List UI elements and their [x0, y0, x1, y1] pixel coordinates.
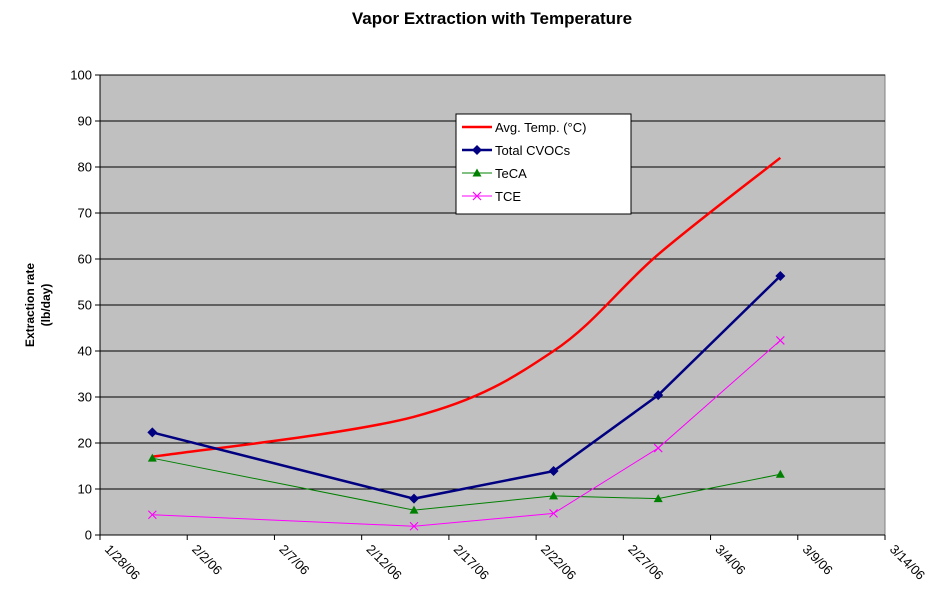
y-tick-label: 60 — [78, 252, 92, 267]
y-tick-label: 10 — [78, 482, 92, 497]
y-tick-label: 100 — [70, 68, 92, 83]
y-tick-label: 50 — [78, 298, 92, 313]
marker — [775, 271, 786, 282]
legend-label: TCE — [495, 189, 521, 204]
legend-label: Avg. Temp. (°C) — [495, 120, 586, 135]
marker — [775, 469, 785, 478]
marker — [653, 443, 663, 453]
marker — [549, 491, 559, 500]
y-tick-label: 90 — [78, 114, 92, 129]
marker — [548, 466, 559, 477]
y-axis-label: (lb/day) — [39, 284, 53, 327]
x-tick-label: 2/17/06 — [451, 542, 492, 583]
series-line — [152, 156, 782, 459]
x-tick-label: 3/9/06 — [800, 542, 836, 578]
marker — [147, 427, 158, 438]
x-tick-label: 3/4/06 — [712, 542, 748, 578]
legend: Avg. Temp. (°C) Total CVOCs TeCA TCE — [455, 113, 632, 215]
y-tick-label: 30 — [78, 390, 92, 405]
x-tick-label: 2/22/06 — [538, 542, 579, 583]
marker — [472, 168, 482, 177]
y-tick-label: 20 — [78, 436, 92, 451]
marker — [472, 191, 482, 201]
marker — [653, 390, 664, 401]
marker — [147, 510, 157, 520]
legend-box — [455, 113, 632, 215]
y-tick-label: 70 — [78, 206, 92, 221]
marker — [409, 493, 419, 504]
y-tick-label: 80 — [78, 160, 92, 175]
marker — [549, 508, 558, 518]
marker — [409, 521, 419, 531]
chart-title: Vapor Extraction with Temperature — [352, 9, 632, 28]
marker — [653, 494, 663, 503]
legend-label: Total CVOCs — [495, 143, 571, 158]
y-axis-label: Extraction rate — [23, 263, 37, 347]
marker — [472, 145, 482, 155]
x-tick-label: 2/12/06 — [364, 542, 405, 583]
marker — [775, 335, 785, 345]
marker — [409, 505, 419, 514]
x-tick-label: 2/27/06 — [625, 542, 666, 583]
x-tick-label: 2/7/06 — [276, 542, 312, 578]
x-tick-label: 3/14/06 — [887, 542, 928, 583]
y-tick-label: 40 — [78, 344, 92, 359]
x-tick-label: 1/28/06 — [102, 542, 143, 583]
y-tick-label: 0 — [85, 528, 92, 543]
legend-label: TeCA — [495, 166, 527, 181]
x-tick-label: 2/2/06 — [189, 542, 225, 578]
marker — [147, 453, 157, 462]
